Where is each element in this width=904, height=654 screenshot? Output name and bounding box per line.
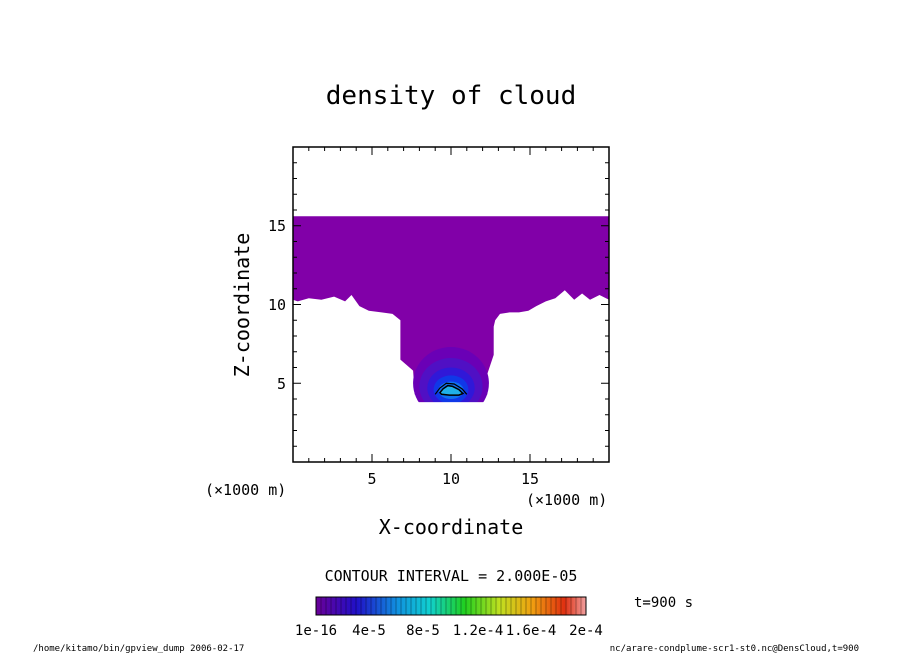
colorbar-label: 4e-5 — [352, 623, 386, 639]
y-axis-label: Z-coordinate — [230, 233, 254, 378]
colorbar-label: 2e-4 — [569, 623, 603, 639]
x-axis-label: X-coordinate — [379, 515, 524, 539]
cloud-field — [293, 216, 609, 443]
below-cloud-mask — [395, 402, 507, 443]
plot-area — [293, 216, 609, 443]
colorbar-label: 1e-16 — [295, 623, 337, 639]
time-label: t=900 s — [634, 595, 693, 611]
y-tick-label: 15 — [268, 217, 286, 235]
footer-right: nc/arare-condplume-scr1-st0.nc@DensCloud… — [610, 644, 859, 654]
colorbar-stripes — [320, 597, 582, 615]
x-tick-label: 10 — [442, 470, 460, 488]
colorbar-label: 1.2e-4 — [453, 623, 504, 639]
x-tick-label: 15 — [521, 470, 539, 488]
colorbar-labels: 1e-16 4e-5 8e-5 1.2e-4 1.6e-4 2e-4 — [295, 623, 603, 639]
y-tick-label: 5 — [277, 375, 286, 393]
outer-contour — [434, 382, 468, 395]
colorbar-label: 8e-5 — [406, 623, 440, 639]
y-unit-label: (×1000 m) — [205, 481, 286, 499]
x-unit-label: (×1000 m) — [526, 491, 607, 509]
core-contour — [438, 384, 465, 396]
axis-ticks — [293, 147, 609, 462]
y-tick-label: 10 — [268, 296, 286, 314]
colorbar-label: 1.6e-4 — [506, 623, 557, 639]
cloud-region — [293, 216, 609, 403]
chart-title: density of cloud — [326, 81, 576, 111]
x-tick-label: 5 — [367, 470, 376, 488]
contour-interval-text: CONTOUR INTERVAL = 2.000E-05 — [325, 567, 578, 585]
footer-left: /home/kitamo/bin/gpview_dump 2006-02-17 — [33, 644, 244, 654]
